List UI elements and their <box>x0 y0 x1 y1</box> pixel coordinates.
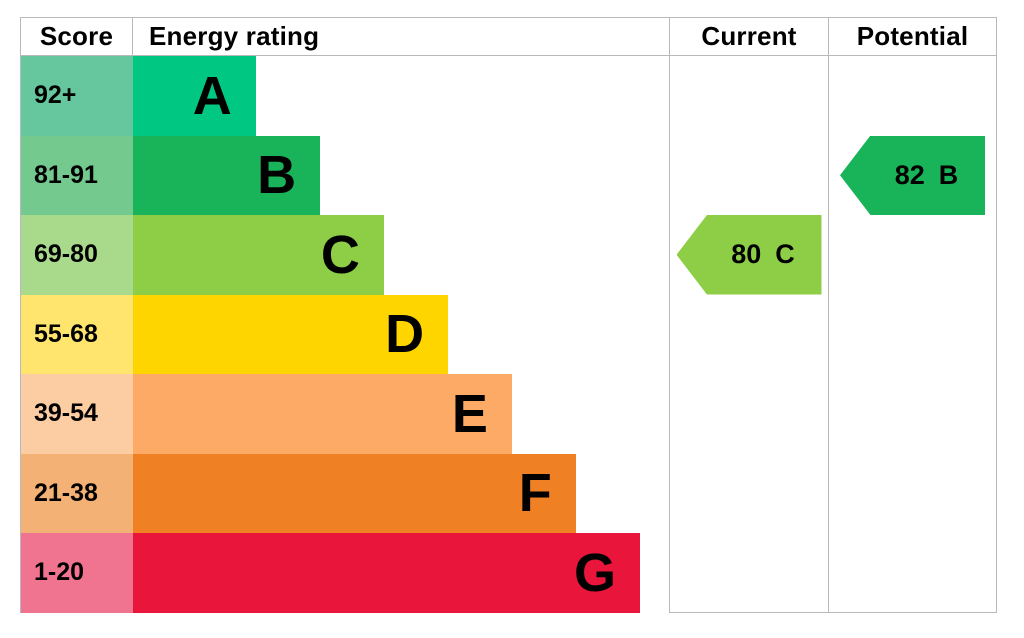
column-header-energy-rating: Energy rating <box>133 18 669 56</box>
energy-rating-header-label: Energy rating <box>149 21 320 51</box>
current-score-value: 80 <box>731 239 762 270</box>
potential-cell-row-d <box>829 295 996 375</box>
band-letter-c: C <box>320 224 360 285</box>
current-rating-arrow: 80 C <box>676 215 822 295</box>
band-letter-a: A <box>192 65 232 126</box>
current-cell-row-g <box>669 533 829 613</box>
score-range-e: 39-54 <box>21 374 133 454</box>
current-cell-row-b <box>669 135 829 215</box>
score-range-label: 1-20 <box>34 558 85 587</box>
score-range-d: 55-68 <box>21 294 133 374</box>
score-range-label: 39-54 <box>34 399 98 428</box>
potential-cell-row-b: 82 B <box>829 135 996 215</box>
current-cell-row-e <box>669 374 829 454</box>
band-row-e: E <box>133 374 669 454</box>
potential-band-letter: B <box>938 159 959 190</box>
score-range-g: 1-20 <box>21 533 133 613</box>
potential-score-value: 82 <box>894 159 925 190</box>
band-letter-d: D <box>385 304 425 365</box>
score-header-label: Score <box>39 21 114 51</box>
band-letter-g: G <box>574 542 617 603</box>
column-header-potential: Potential <box>829 18 996 56</box>
potential-cell-row-c <box>829 215 996 295</box>
score-range-label: 69-80 <box>34 240 98 269</box>
score-range-label: 92+ <box>34 81 77 110</box>
band-bar-e: E <box>133 374 512 454</box>
band-row-b: B <box>133 135 669 215</box>
score-range-label: 81-91 <box>34 160 98 189</box>
column-header-score: Score <box>21 18 133 56</box>
score-range-a: 92+ <box>21 56 133 136</box>
potential-rating-arrow: 82 B <box>840 135 985 215</box>
current-cell-row-a <box>669 56 829 136</box>
score-range-b: 81-91 <box>21 135 133 215</box>
band-row-c: C <box>133 215 669 295</box>
band-bar-g: G <box>133 533 641 613</box>
band-row-f: F <box>133 453 669 533</box>
potential-header-label: Potential <box>856 21 969 51</box>
potential-cell-row-a <box>829 56 996 136</box>
band-bar-a: A <box>133 56 256 136</box>
score-range-label: 21-38 <box>34 478 98 507</box>
band-bar-c: C <box>133 215 384 295</box>
current-header-label: Current <box>701 21 797 51</box>
current-cell-row-c: 80 C <box>669 215 829 295</box>
column-header-current: Current <box>669 18 829 56</box>
current-band-letter: C <box>775 239 795 270</box>
band-row-d: D <box>133 294 669 374</box>
score-range-label: 55-68 <box>34 319 98 348</box>
band-bar-d: D <box>133 294 449 374</box>
score-range-c: 69-80 <box>21 215 133 295</box>
current-cell-row-d <box>669 294 829 374</box>
band-row-a: A <box>133 56 669 136</box>
epc-rating-chart: Score Energy rating Current Potential 92… <box>20 17 997 613</box>
potential-cell-row-g <box>829 533 996 613</box>
band-bar-b: B <box>133 135 321 215</box>
band-row-g: G <box>133 533 669 613</box>
band-letter-e: E <box>451 383 488 444</box>
band-letter-b: B <box>257 145 297 206</box>
band-letter-f: F <box>518 463 552 524</box>
score-range-f: 21-38 <box>21 453 133 533</box>
current-cell-row-f <box>669 453 829 533</box>
potential-cell-row-f <box>829 454 996 534</box>
band-bar-f: F <box>133 453 576 533</box>
potential-cell-row-e <box>829 374 996 454</box>
